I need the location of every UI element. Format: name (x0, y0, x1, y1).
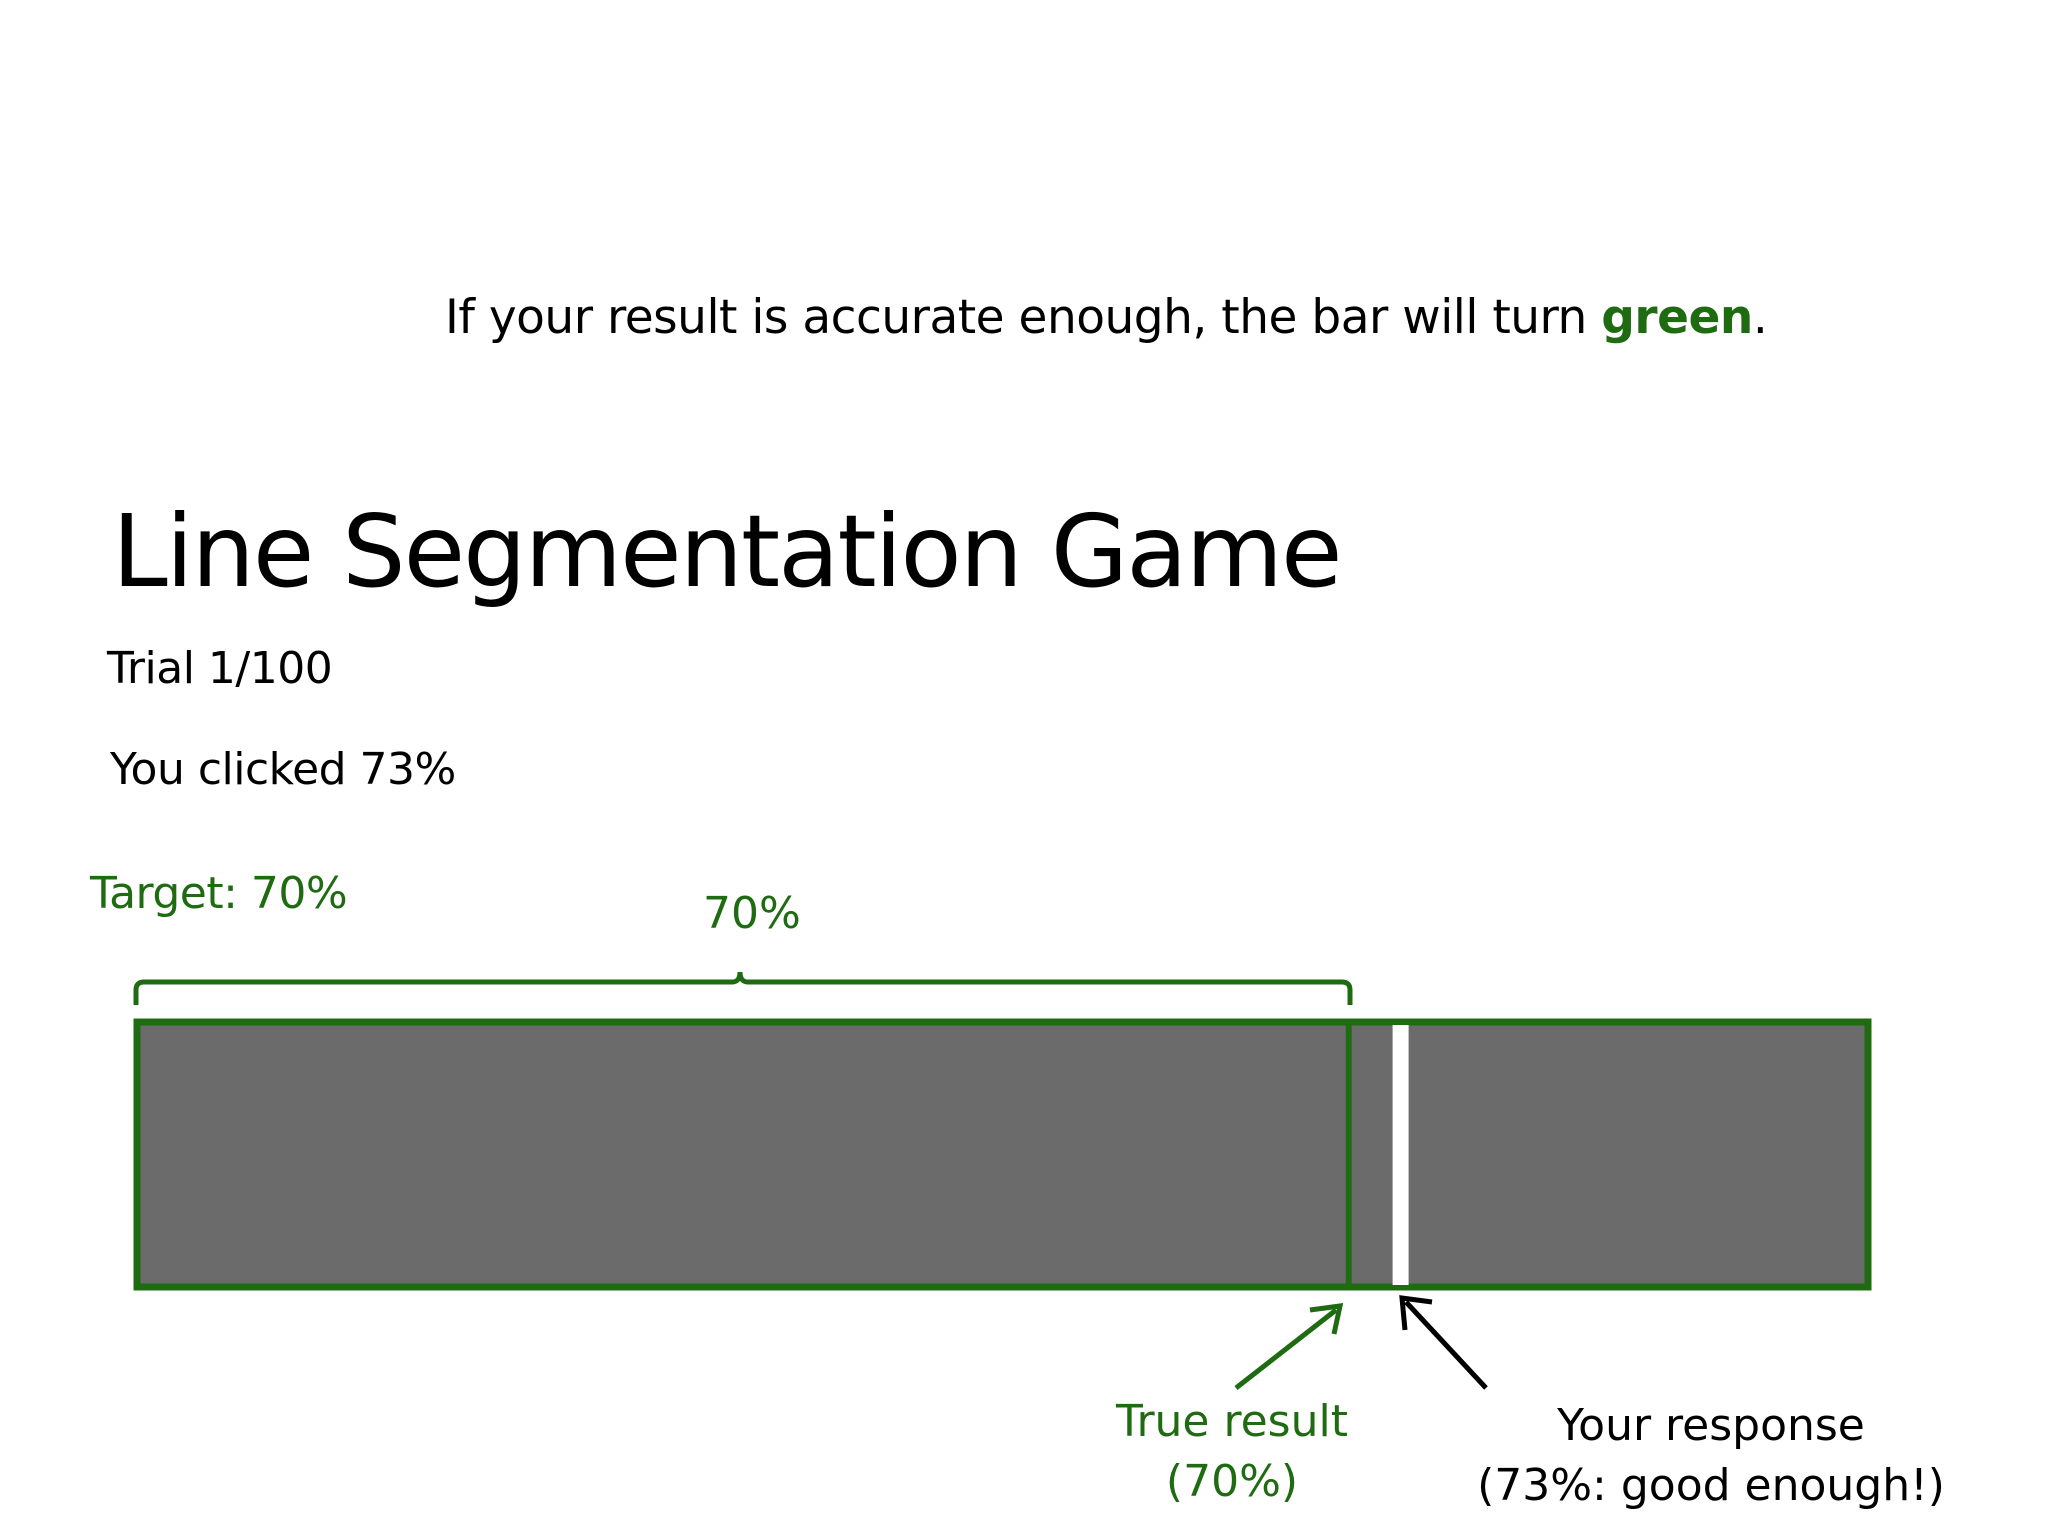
instruction-text: If your result is accurate enough, the b… (445, 290, 1768, 345)
target-brace (133, 971, 1353, 1005)
true-result-line1: True result (1116, 1396, 1348, 1447)
trial-counter: Trial 1/100 (107, 643, 333, 694)
instruction-suffix: . (1752, 290, 1768, 345)
brace-label: 70% (703, 888, 801, 939)
true-result-label: True result (70%) (1116, 1392, 1348, 1512)
response-line1: Your response (1557, 1400, 1865, 1451)
true-result-arrow (1234, 1303, 1344, 1390)
segment-bar[interactable] (133, 1018, 1872, 1291)
response-arrow (1399, 1295, 1488, 1390)
response-marker (1392, 1025, 1409, 1285)
response-label: Your response (73%: good enough!) (1477, 1396, 1945, 1516)
target-label: Target: 70% (90, 868, 348, 919)
click-readout: You clicked 73% (110, 744, 456, 795)
response-line2: (73%: good enough!) (1477, 1460, 1945, 1511)
page-title: Line Segmentation Game (112, 493, 1343, 610)
true-result-line2: (70%) (1165, 1456, 1299, 1507)
instruction-highlight: green (1601, 290, 1753, 345)
instruction-prefix: If your result is accurate enough, the b… (445, 290, 1602, 345)
